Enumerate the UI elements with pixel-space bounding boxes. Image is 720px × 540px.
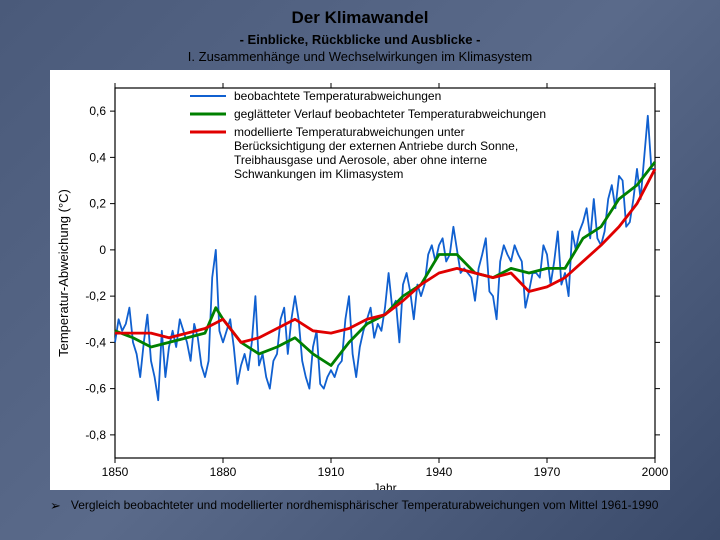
svg-text:1940: 1940 — [426, 465, 453, 479]
svg-text:1880: 1880 — [210, 465, 237, 479]
svg-text:Temperatur-Abweichung (°C): Temperatur-Abweichung (°C) — [56, 189, 71, 357]
svg-text:0,6: 0,6 — [89, 104, 106, 118]
footer: ➢ Vergleich beobachteter und modellierte… — [30, 498, 690, 514]
svg-text:Jahr: Jahr — [373, 481, 396, 490]
svg-text:modellierte Temperaturabweichu: modellierte Temperaturabweichungen unter — [234, 125, 465, 139]
svg-text:-0,4: -0,4 — [85, 335, 106, 349]
svg-text:geglätteter Verlauf beobachtet: geglätteter Verlauf beobachteter Tempera… — [234, 107, 546, 121]
svg-text:0,2: 0,2 — [89, 197, 106, 211]
svg-text:0,4: 0,4 — [89, 150, 106, 164]
slide-subtitle-2: I. Zusammenhänge und Wechselwirkungen im… — [188, 49, 532, 64]
temperature-chart: -0,8 -0,6 -0,4 -0,2 0 0,2 0,4 0,6 1850 1880 1910 19… — [50, 70, 670, 490]
svg-text:beobachtete Temperaturabweichu: beobachtete Temperaturabweichungen — [234, 89, 441, 103]
slide-title: Der Klimawandel — [292, 8, 429, 28]
svg-text:1850: 1850 — [102, 465, 129, 479]
svg-text:1970: 1970 — [534, 465, 561, 479]
footer-text: Vergleich beobachteter und modellierter … — [71, 498, 658, 514]
svg-text:0: 0 — [99, 243, 106, 257]
svg-text:Schwankungen im Klimasystem: Schwankungen im Klimasystem — [234, 167, 403, 181]
svg-text:1910: 1910 — [318, 465, 345, 479]
svg-text:2000: 2000 — [642, 465, 669, 479]
slide-container: Der Klimawandel - Einblicke, Rückblicke … — [0, 0, 720, 540]
svg-text:-0,8: -0,8 — [85, 428, 106, 442]
slide-subtitle-1: - Einblicke, Rückblicke und Ausblicke - — [240, 32, 481, 47]
chart-container: -0,8 -0,6 -0,4 -0,2 0 0,2 0,4 0,6 1850 1880 1910 19… — [50, 70, 670, 490]
bullet-icon: ➢ — [50, 498, 61, 514]
svg-text:Treibhausgase und Aerosole, ab: Treibhausgase und Aerosole, aber ohne in… — [234, 153, 487, 167]
svg-text:-0,2: -0,2 — [85, 289, 106, 303]
svg-text:-0,6: -0,6 — [85, 382, 106, 396]
svg-text:Berücksichtigung der externen: Berücksichtigung der externen Antriebe d… — [234, 139, 518, 153]
